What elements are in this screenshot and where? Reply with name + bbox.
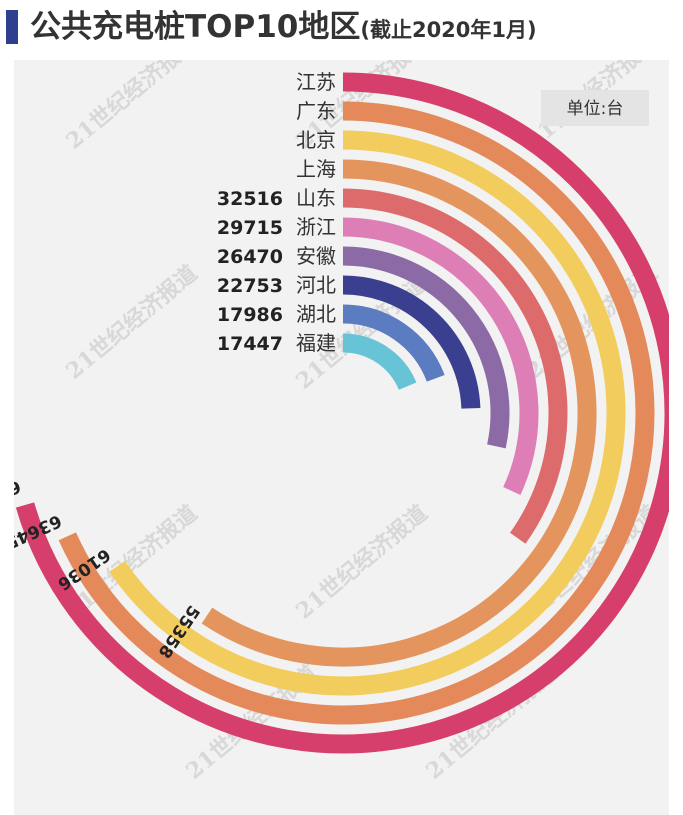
arc-bar-4	[201, 159, 597, 667]
arc-bar-5	[342, 188, 568, 544]
title-main: 公共充电桩TOP10地区	[30, 9, 361, 45]
value-label: 17447	[217, 333, 283, 355]
title-accent-bar	[6, 10, 18, 44]
page-title: 公共充电桩TOP10地区(截止2020年1月)	[30, 6, 537, 48]
arc-layer	[15, 72, 669, 754]
arc-bar-2	[58, 101, 655, 725]
arc-bar-7	[342, 246, 510, 449]
value-label: 22753	[217, 275, 283, 297]
chart-panel: 21世纪经济报道 21世纪经济报道 21世纪经济报道 21世纪经济报道 21世纪经济报道…	[14, 60, 669, 815]
category-label: 北京	[296, 128, 336, 152]
arc-bar-10	[342, 333, 417, 391]
category-label: 广东	[296, 99, 336, 123]
category-label: 安徽	[296, 244, 336, 268]
arc-bar-1	[15, 72, 669, 754]
value-label: 32516	[217, 188, 283, 210]
title-subtitle: (截止2020年1月)	[360, 18, 537, 42]
value-label: 29715	[217, 217, 283, 239]
value-label: 17986	[217, 304, 283, 326]
category-label: 河北	[296, 273, 336, 297]
arc-bar-9	[342, 304, 445, 382]
category-label: 浙江	[296, 215, 336, 239]
category-label: 湖北	[296, 302, 336, 326]
watermark-text: 21世纪经济报道	[61, 60, 202, 155]
arc-bar-3	[109, 130, 626, 696]
watermark-text: 21世纪经济报道	[61, 260, 202, 384]
category-label: 山东	[296, 186, 336, 210]
unit-box-bg	[541, 90, 649, 126]
arc-bar-6	[342, 217, 539, 496]
watermark-text: 21世纪经济报道	[291, 500, 432, 624]
category-label: 江苏	[296, 70, 336, 94]
value-label: 65707	[14, 476, 23, 512]
header: 公共充电桩TOP10地区(截止2020年1月)	[0, 0, 683, 52]
category-label: 福建	[296, 331, 336, 355]
value-label: 26470	[217, 246, 283, 268]
unit-box: 单位:台	[541, 90, 649, 126]
unit-label: 单位:台	[567, 99, 624, 119]
category-label: 上海	[296, 157, 336, 181]
arc-bar-8	[342, 275, 481, 409]
